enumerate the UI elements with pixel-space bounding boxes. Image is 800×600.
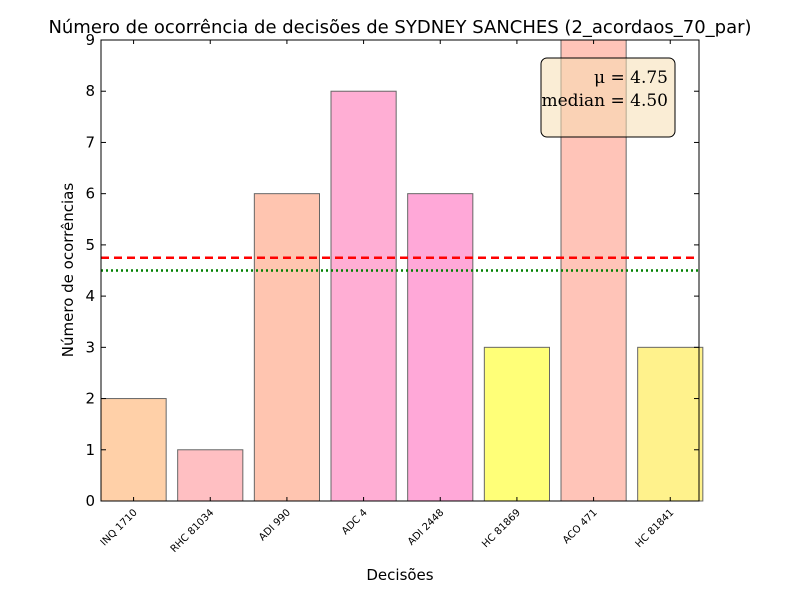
y-tick-label: 2 (85, 390, 95, 408)
legend-box (540, 57, 676, 138)
y-tick-label: 1 (85, 441, 95, 459)
y-tick-label: 5 (85, 236, 95, 254)
bar (637, 346, 704, 502)
plot-frame (100, 39, 700, 502)
x-tick-label: ADC 4 (340, 507, 370, 537)
bar (407, 193, 474, 502)
bar (330, 90, 397, 502)
reference-lines-layer (101, 256, 699, 272)
stats-legend: μ = 4.75 median = 4.50 (540, 57, 676, 138)
x-tick-label: ADI 2448 (406, 507, 446, 547)
bar (483, 346, 551, 502)
bar (177, 449, 244, 502)
bar (100, 398, 167, 502)
y-tick-label: 7 (85, 133, 95, 151)
y-tick-label: 4 (85, 287, 95, 305)
y-tick-label: 3 (85, 338, 95, 356)
x-tick-label: INQ 1710 (99, 507, 140, 548)
chart-title: Número de ocorrência de decisões de SYDN… (48, 17, 751, 38)
y-tick-label: 6 (85, 185, 95, 203)
legend-median-text: median = 4.50 (542, 91, 669, 111)
bar (253, 193, 320, 502)
y-axis: 0 1 2 3 4 5 6 7 8 9 (85, 31, 699, 510)
x-tick-label: RHC 81034 (169, 507, 217, 555)
y-tick-label: 8 (85, 82, 95, 100)
x-tick-label: HC 81841 (634, 507, 677, 550)
y-tick-label: 0 (85, 492, 95, 510)
x-tick-label: HC 81869 (480, 507, 523, 550)
x-tick-label: ACO 471 (561, 507, 600, 546)
x-tick-label: ADI 990 (257, 507, 293, 543)
legend-mean-text: μ = 4.75 (594, 68, 668, 88)
y-tick-label: 9 (85, 31, 95, 49)
x-axis-label: Decisões (366, 566, 433, 584)
y-axis-label: Número de ocorrências (59, 183, 77, 358)
